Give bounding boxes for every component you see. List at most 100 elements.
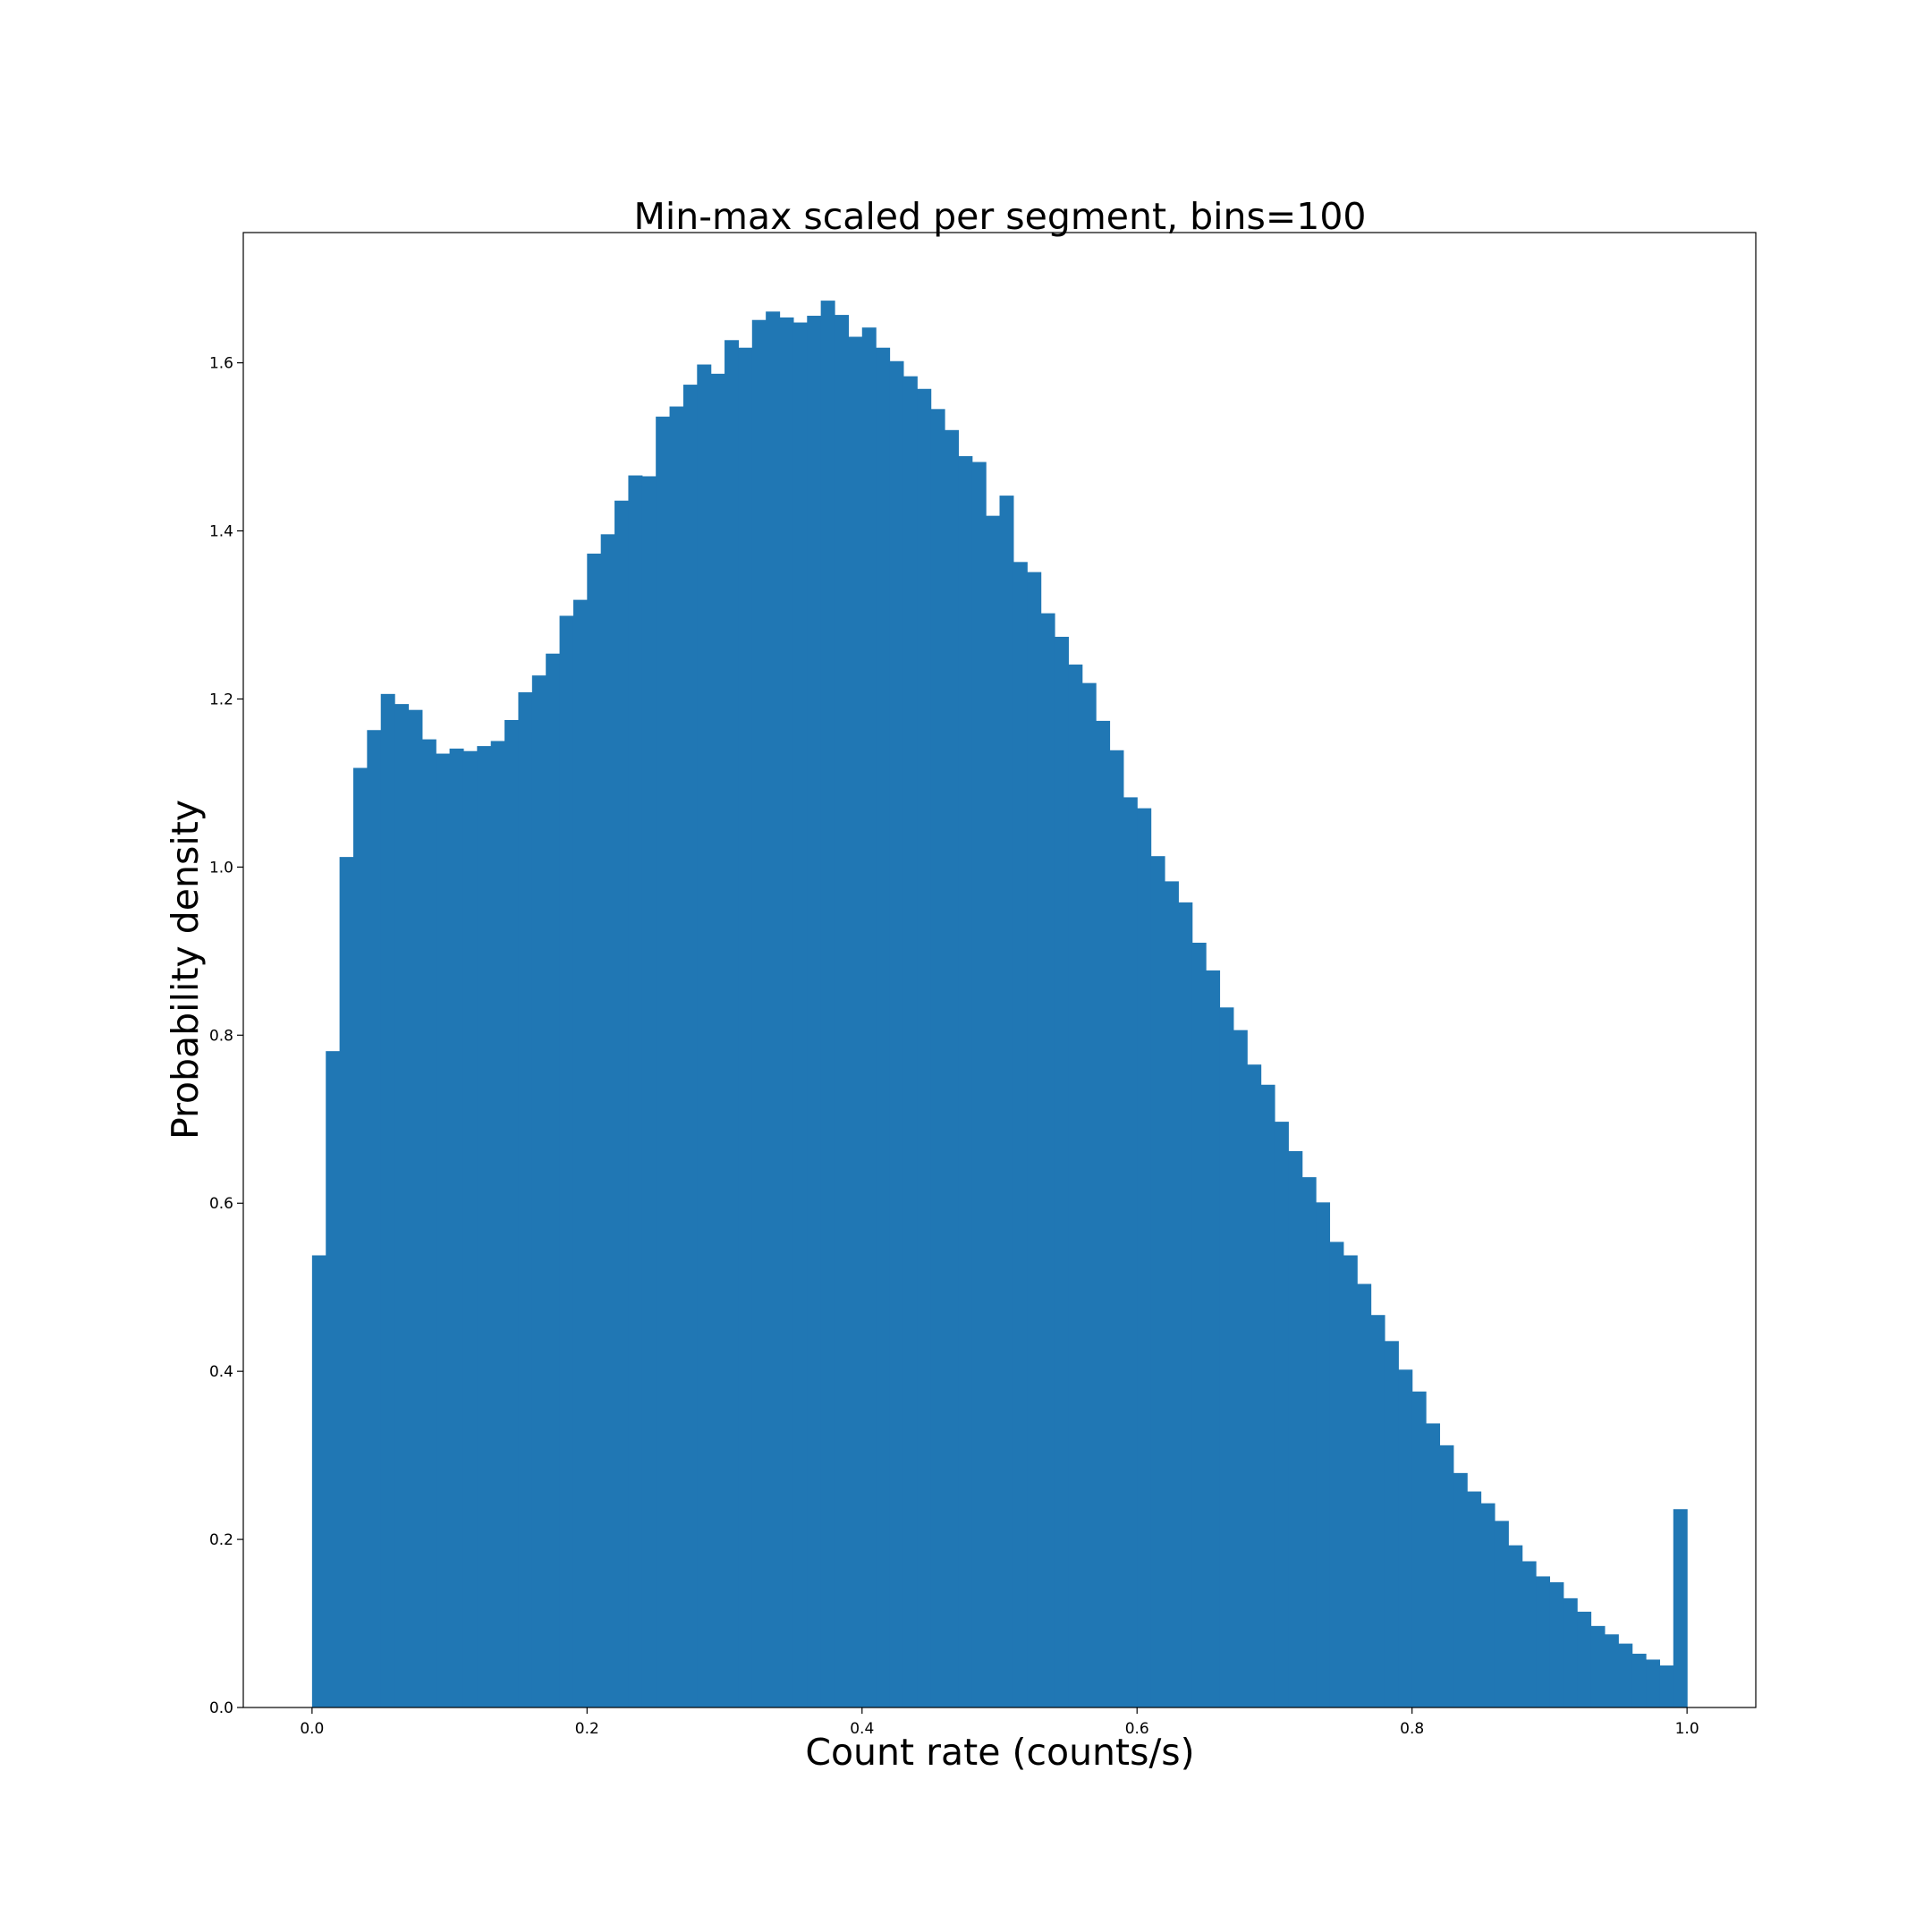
histogram-bar (930, 409, 945, 1707)
histogram-bar (669, 406, 684, 1707)
histogram-bar (1618, 1643, 1633, 1707)
histogram-bar (779, 317, 794, 1707)
histogram-bar (1206, 970, 1221, 1707)
y-tick-label: 1.0 (209, 859, 233, 877)
histogram-bar (1137, 808, 1152, 1707)
histogram-bar (1563, 1597, 1578, 1707)
histogram-bar (587, 553, 602, 1708)
histogram-bar (1274, 1122, 1289, 1707)
histogram-bar (724, 340, 740, 1707)
histogram-bar (1673, 1509, 1688, 1707)
histogram-bar (1631, 1653, 1647, 1707)
histogram-bar (1260, 1084, 1275, 1707)
y-tick-label: 0.2 (209, 1531, 233, 1549)
histogram-bar (572, 599, 588, 1707)
y-tick-label: 1.6 (209, 355, 233, 373)
x-tick-label: 0.4 (850, 1720, 874, 1738)
histogram-bar (861, 327, 877, 1707)
histogram-bar (1164, 881, 1179, 1707)
histogram-bar (421, 739, 436, 1707)
histogram-bar (352, 767, 368, 1707)
histogram-bar (1577, 1611, 1592, 1707)
histogram-bar (408, 709, 423, 1708)
histogram-bar (1329, 1241, 1344, 1707)
y-tick-label: 1.2 (209, 691, 233, 708)
histogram-bar (999, 496, 1014, 1707)
histogram-bar (766, 311, 781, 1707)
histogram-bar (710, 373, 725, 1708)
y-tick-label: 0.4 (209, 1363, 233, 1381)
histogram-bar (1521, 1561, 1537, 1707)
x-axis-label: Count rate (counts/s) (805, 1731, 1194, 1774)
histogram-bar (820, 301, 835, 1707)
histogram-bar (462, 750, 478, 1707)
histogram-bar (1247, 1064, 1262, 1707)
histogram-bar (1508, 1545, 1523, 1707)
histogram-bar (848, 336, 863, 1707)
histogram-bar (504, 719, 520, 1707)
histogram-bar (1109, 750, 1124, 1707)
histogram-bar (971, 462, 987, 1707)
histogram-bar (600, 534, 615, 1707)
histogram-bar (792, 322, 808, 1707)
histogram-bar (807, 316, 822, 1707)
histogram-bar (1370, 1315, 1385, 1707)
histogram-bar (738, 347, 753, 1708)
y-axis-label: Probability density (164, 800, 207, 1140)
histogram-bar (1536, 1576, 1551, 1707)
histogram-bar (1178, 902, 1193, 1707)
histogram-bar (751, 319, 767, 1708)
histogram-bar (1233, 1030, 1248, 1707)
histogram-bar (628, 475, 643, 1707)
histogram-bar (1013, 562, 1028, 1707)
x-tick-label: 0.8 (1400, 1720, 1424, 1738)
histogram-bar (1439, 1445, 1454, 1707)
y-axis-ticks: 0.0 0.2 0.4 0.6 0.8 1.0 1.2 1.4 1.6 (209, 355, 243, 1717)
histogram-bar (449, 748, 464, 1708)
histogram-bar (1549, 1582, 1564, 1707)
histogram-bar (986, 515, 1001, 1707)
histogram-bar (367, 730, 382, 1707)
histogram-bar (876, 347, 891, 1708)
histogram-bar (1027, 572, 1042, 1707)
histogram-bar (490, 741, 505, 1708)
histogram-bar (339, 857, 354, 1707)
histogram-bar (656, 416, 671, 1707)
histogram-bar (682, 385, 698, 1707)
x-tick-label: 0.2 (575, 1720, 599, 1738)
histogram-bar (614, 500, 630, 1707)
histogram-bar (436, 753, 451, 1707)
histogram-bar (1426, 1423, 1441, 1707)
histogram-bar (546, 653, 561, 1707)
histogram-bar (518, 691, 533, 1708)
histogram-bar (1096, 720, 1111, 1708)
histogram-bar (1646, 1659, 1660, 1707)
histogram-bar (1604, 1634, 1619, 1707)
histogram-bar (1411, 1391, 1427, 1707)
y-tick-label: 0.0 (209, 1699, 233, 1717)
chart-title: Min-max scaled per segment, bins=100 (633, 195, 1366, 238)
axes-frame (242, 232, 1757, 1708)
histogram-bar (1659, 1665, 1674, 1707)
histogram-bar (326, 1051, 341, 1707)
histogram-bar (1398, 1369, 1413, 1707)
histogram-bar (559, 615, 574, 1708)
histogram-bar (902, 376, 918, 1707)
histogram-bar (835, 315, 849, 1708)
histogram-bar (1467, 1491, 1482, 1707)
histogram-bar (1453, 1472, 1468, 1707)
x-tick-label: 0.6 (1125, 1720, 1149, 1738)
histogram-bar (311, 1255, 326, 1707)
histogram-bar (1384, 1341, 1399, 1707)
x-tick-label: 1.0 (1675, 1720, 1699, 1738)
histogram-bar (641, 476, 657, 1707)
histogram-bar (1040, 613, 1055, 1707)
histogram-bar (945, 429, 959, 1707)
histogram-bar (1494, 1521, 1509, 1707)
histogram-bar (1191, 942, 1207, 1707)
histogram-bar (1343, 1255, 1358, 1707)
histogram-bar (1054, 636, 1069, 1708)
histogram-bar (531, 675, 547, 1708)
histogram-bar (1590, 1625, 1606, 1707)
